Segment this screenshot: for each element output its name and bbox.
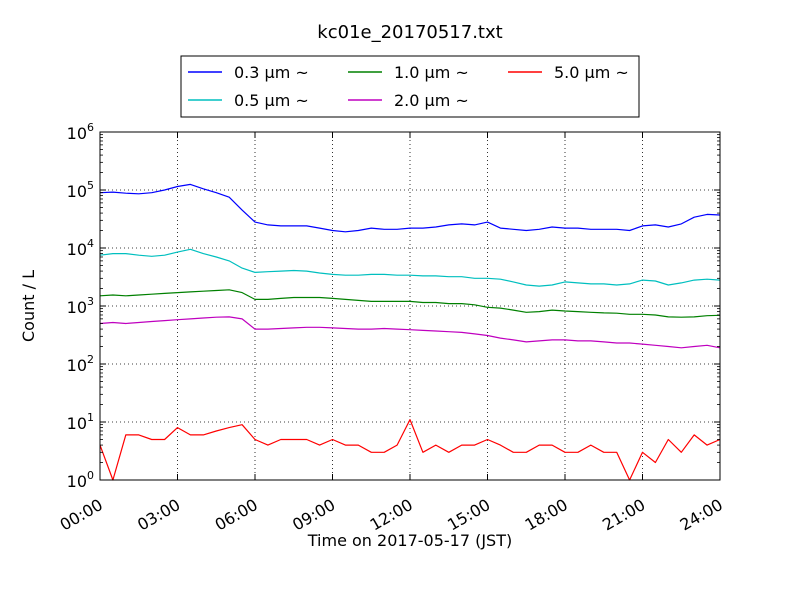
y-tick-exponent: 0 — [87, 469, 94, 482]
y-tick-exponent: 1 — [87, 411, 94, 424]
legend-label: 1.0 μm ~ — [394, 63, 469, 82]
series-line-2 — [99, 248, 721, 287]
y-tick-base: 10 — [67, 298, 87, 317]
x-tick-label: 24:00 — [677, 495, 726, 535]
x-tick-label: 12:00 — [367, 495, 416, 535]
x-tick-label: 15:00 — [444, 495, 493, 535]
series-line-3 — [99, 289, 721, 318]
x-tick-label: 21:00 — [599, 495, 648, 535]
y-tick-base: 10 — [67, 472, 87, 491]
legend-label: 0.3 μm ~ — [234, 63, 309, 82]
grid — [100, 132, 720, 480]
series-layer — [99, 183, 721, 481]
axis-ticks — [99, 131, 721, 481]
legend-label: 5.0 μm ~ — [554, 63, 629, 82]
x-tick-label: 03:00 — [134, 495, 183, 535]
y-tick-exponent: 4 — [87, 237, 94, 250]
y-tick-exponent: 5 — [87, 179, 94, 192]
series-line-5 — [99, 419, 721, 481]
y-tick-exponent: 3 — [87, 295, 94, 308]
y-tick-exponent: 2 — [87, 353, 94, 366]
y-tick-base: 10 — [67, 182, 87, 201]
x-tick-label: 00:00 — [57, 495, 106, 535]
legend-label: 2.0 μm ~ — [394, 91, 469, 110]
y-tick-base: 10 — [67, 124, 87, 143]
x-axis-label: Time on 2017-05-17 (JST) — [307, 531, 512, 550]
x-tick-label: 18:00 — [522, 495, 571, 535]
y-tick-base: 10 — [67, 240, 87, 259]
x-tick-label: 09:00 — [289, 495, 338, 535]
legend-label: 0.5 μm ~ — [234, 91, 309, 110]
y-tick-label: 104 — [67, 237, 94, 259]
x-tick-labels: 00:00 03:00 06:00 09:00 12:00 15:00 18:00 21:00… — [57, 495, 726, 535]
y-tick-label: 106 — [67, 121, 94, 143]
x-tick-label: 06:00 — [212, 495, 261, 535]
y-tick-label: 101 — [67, 411, 94, 433]
series-line-4 — [99, 316, 721, 349]
y-axis-label: Count / L — [19, 270, 38, 342]
y-tick-base: 10 — [67, 414, 87, 433]
legend: 0.3 μm ~ 0.5 μm ~ 1.0 μm ~ 2.0 μm ~ 5.0 μm ~ — [180, 55, 640, 118]
legend-box — [180, 55, 640, 118]
y-tick-label: 102 — [67, 353, 94, 375]
y-tick-exponent: 6 — [87, 121, 94, 134]
series-line-1 — [99, 183, 721, 233]
y-tick-label: 100 — [67, 469, 94, 491]
y-tick-label: 103 — [67, 295, 94, 317]
y-tick-label: 105 — [67, 179, 94, 201]
y-tick-base: 10 — [67, 356, 87, 375]
chart-title: kc01e_20170517.txt — [317, 22, 502, 43]
